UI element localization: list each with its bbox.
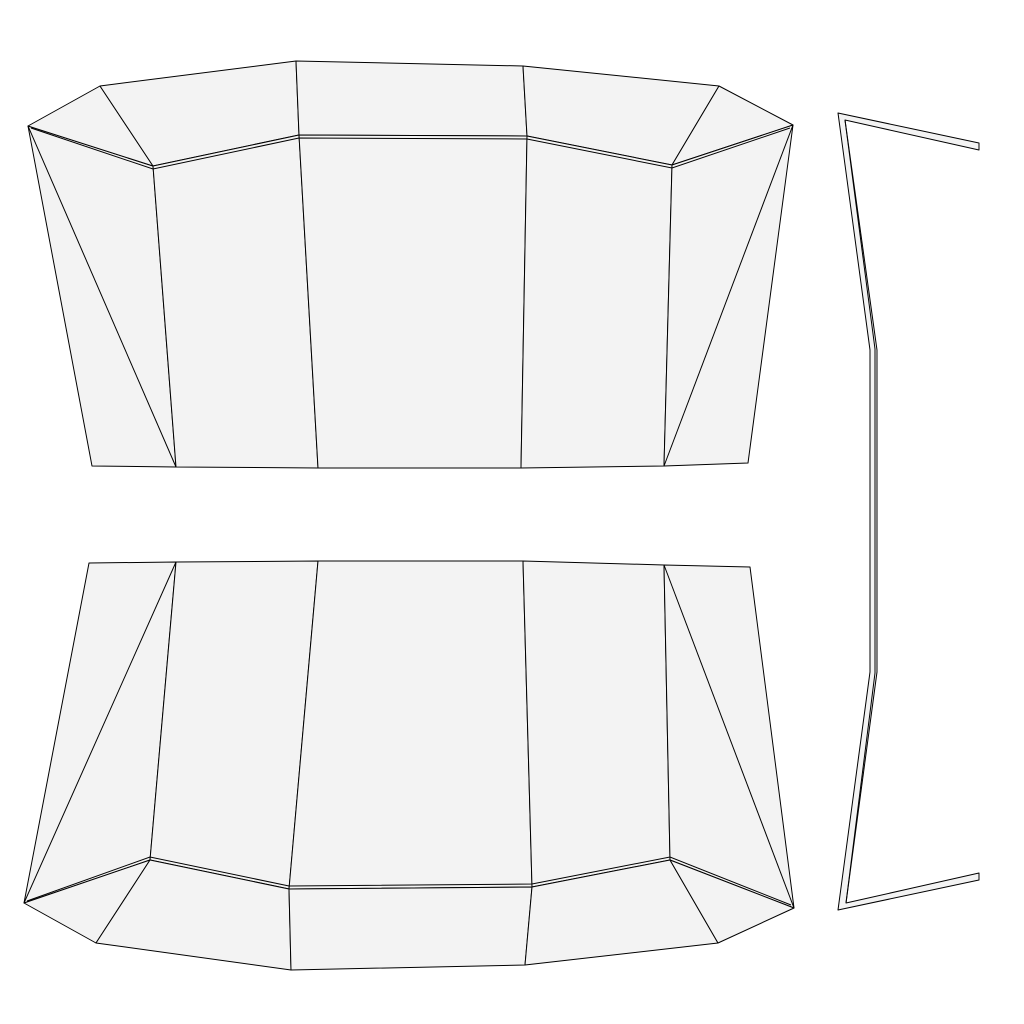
top-island-left-diagonal-seam — [27, 125, 177, 468]
bottom-island-inner-double-edge — [26, 856, 792, 906]
top-island-face-center — [298, 134, 528, 469]
bottom-island-face-center-lower — [288, 886, 533, 971]
bottom-uv-island — [23, 560, 795, 971]
bottom-island-face-right-inner — [522, 560, 671, 888]
top-island-face-center-upper — [295, 60, 528, 137]
bottom-island-face-center — [288, 560, 533, 890]
side-strip-outline — [837, 112, 980, 911]
top-island-face-left-inner — [152, 134, 319, 469]
top-island-right-diagonal-seam — [663, 124, 794, 467]
side-strip-island — [837, 112, 980, 911]
top-uv-island — [27, 60, 794, 469]
bottom-island-face-left-inner — [149, 560, 319, 890]
top-island-inner-double-edge — [30, 127, 791, 170]
top-island-face-right-inner — [520, 135, 673, 469]
side-strip-inner-edge — [844, 119, 876, 904]
bottom-island-right-diagonal-seam — [663, 564, 795, 909]
bottom-island-left-diagonal-seam — [23, 561, 177, 904]
bottom-island-face-right-triangle — [669, 859, 795, 944]
